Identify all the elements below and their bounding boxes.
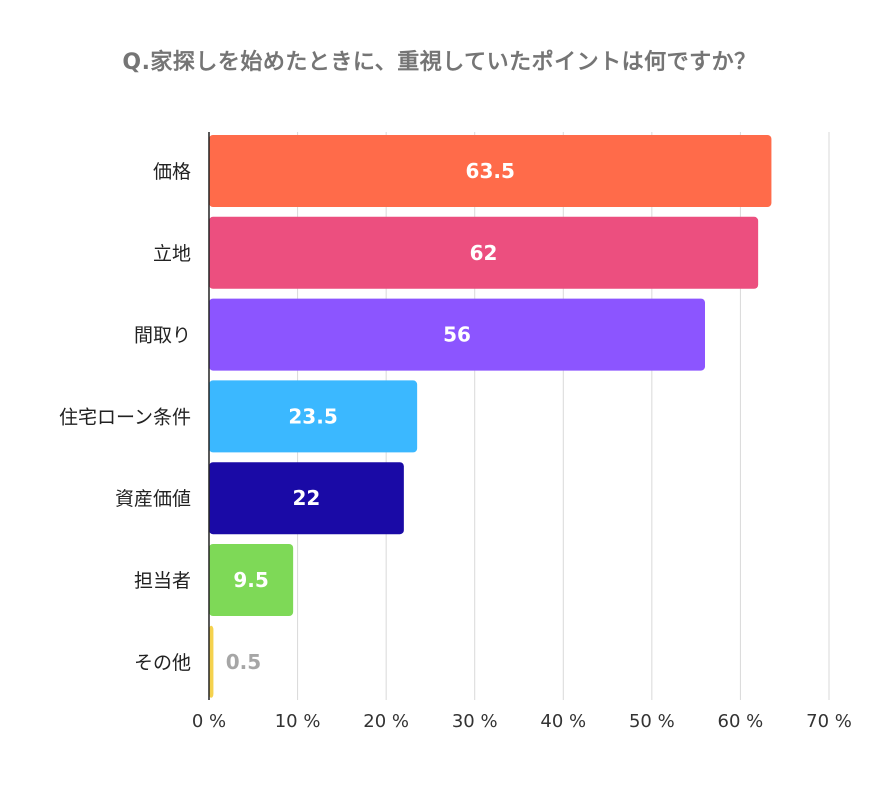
category-label: 住宅ローン条件: [59, 406, 191, 428]
x-tick-label: 30 %: [452, 711, 498, 732]
value-label: 56: [443, 323, 471, 347]
x-tick-label: 40 %: [540, 711, 586, 732]
x-tick-labels: 0 % 10 % 20 % 30 % 40 % 50 % 60 % 70 %: [192, 711, 852, 732]
value-label: 63.5: [466, 159, 515, 183]
bar: [209, 298, 705, 371]
bar: [209, 625, 214, 698]
category-label: 資産価値: [115, 488, 191, 510]
category-label: 担当者: [134, 570, 191, 592]
x-tick-label: 50 %: [629, 711, 675, 732]
x-tick-label: 20 %: [363, 711, 409, 732]
x-tick-label: 0 %: [192, 711, 226, 732]
bar: [209, 135, 772, 207]
category-label: その他: [134, 652, 191, 674]
category-label: 間取り: [134, 325, 191, 347]
value-labels: 63.5 62 56 23.5 22 9.5 0.5: [226, 159, 515, 674]
bars: [209, 135, 772, 698]
value-label: 9.5: [233, 568, 268, 592]
bar: [209, 544, 294, 616]
bar: [209, 380, 418, 453]
x-tick-label: 10 %: [275, 711, 321, 732]
bar: [209, 216, 759, 289]
value-label: 23.5: [288, 404, 337, 428]
x-tick-label: 70 %: [806, 711, 852, 732]
chart-title: Q.家探しを始めたときに、重視していたポイントは何ですか？: [122, 50, 757, 75]
category-label: 立地: [153, 243, 191, 265]
bar: [209, 462, 404, 535]
value-label: 62: [470, 241, 498, 265]
value-label: 22: [293, 486, 321, 510]
value-label: 0.5: [226, 650, 261, 674]
x-tick-label: 60 %: [718, 711, 764, 732]
category-label: 価格: [153, 161, 191, 183]
